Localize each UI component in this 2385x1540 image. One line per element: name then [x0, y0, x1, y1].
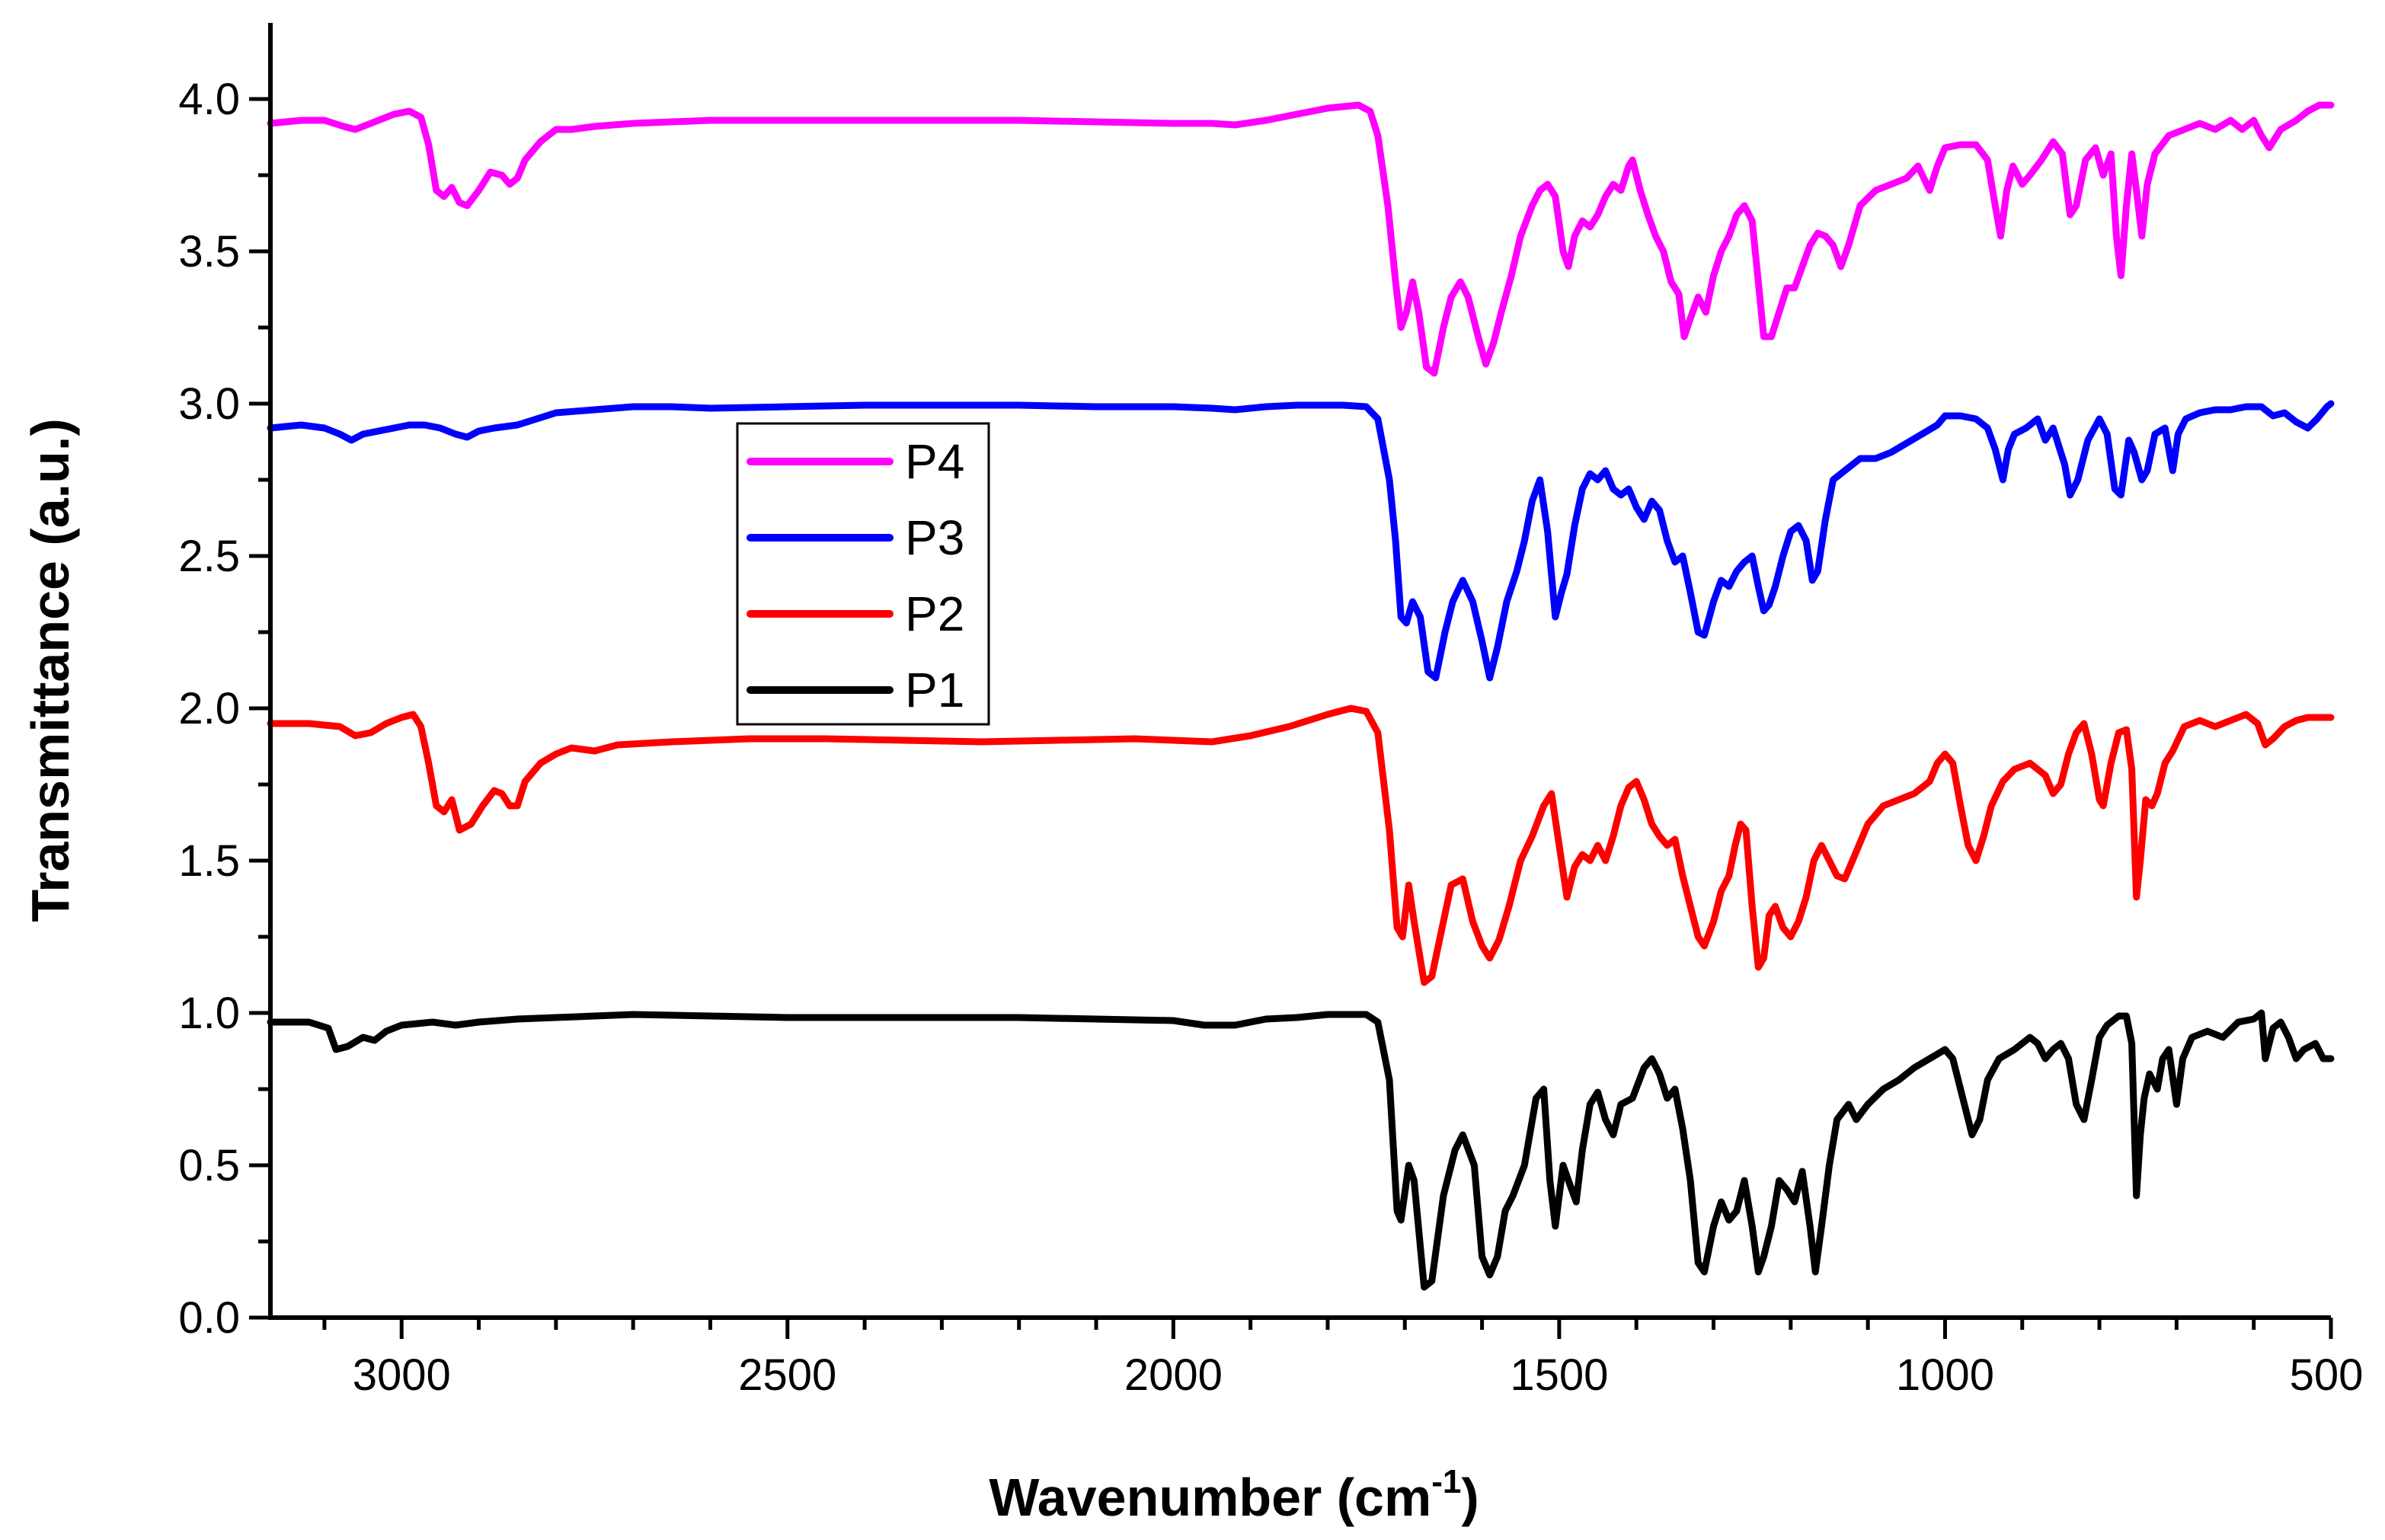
legend-label-p4: P4: [905, 434, 964, 489]
legend-box: [736, 422, 990, 726]
x-ticks: 3000 2500 2000 1500 1000 500: [322, 1318, 2364, 1400]
series-layer: [267, 101, 2335, 1291]
y-tick-label: 0.5: [178, 1141, 240, 1190]
y-tick-label: 3.5: [178, 227, 240, 276]
legend-label-p2: P2: [905, 586, 964, 641]
legend: P4 P3 P2 P1: [736, 422, 990, 726]
y-tick-label: 1.0: [178, 989, 240, 1038]
y-tick-label: 0.0: [178, 1293, 240, 1343]
x-tick-label: 1500: [1510, 1350, 1608, 1400]
y-tick-label: 3.0: [178, 379, 240, 429]
x-tick-label: 500: [2290, 1350, 2364, 1400]
legend-label-p1: P1: [905, 663, 964, 717]
x-axis-title: Wavenumber (cm-1): [989, 1463, 1479, 1527]
series-line-p1: [267, 1009, 2335, 1291]
legend-label-p3: P3: [905, 510, 964, 565]
x-axis-title-end: ): [1461, 1468, 1479, 1527]
y-tick-label: 2.5: [178, 532, 240, 581]
y-tick-label: 2.0: [178, 684, 240, 733]
y-tick-label: 4.0: [178, 75, 240, 124]
y-ticks: 0.0 0.5 1.0 1.5 2.0 2.5 3.0 3.5 4.0: [178, 75, 270, 1343]
x-tick-label: 1000: [1896, 1350, 1994, 1400]
y-tick-label: 1.5: [178, 836, 240, 886]
x-tick-label: 2000: [1124, 1350, 1223, 1400]
series-line-p4: [267, 101, 2335, 377]
series-line-p3: [267, 400, 2335, 682]
y-axis-title: Transmittance (a.u.): [21, 418, 80, 922]
x-tick-label: 2500: [738, 1350, 836, 1400]
axes: [268, 23, 2331, 1320]
x-axis-title-main: Wavenumber (cm: [989, 1468, 1431, 1527]
x-tick-label: 3000: [353, 1350, 451, 1400]
x-axis-title-superscript: -1: [1431, 1463, 1461, 1500]
series-line-p2: [267, 705, 2335, 986]
